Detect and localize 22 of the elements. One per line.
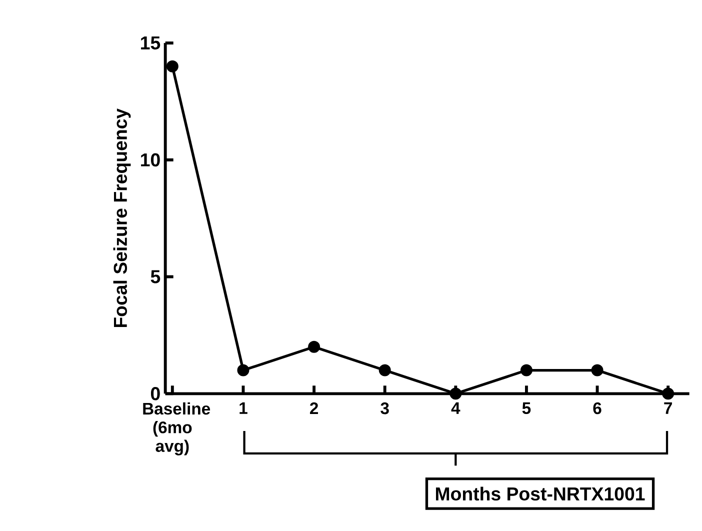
text: Months Post-NRTX1001	[436, 486, 645, 501]
x-tick-label: 3	[380, 402, 389, 414]
point	[450, 388, 462, 400]
x-tick-label: 2	[310, 402, 318, 414]
y-tick-label: 5	[150, 270, 160, 284]
point	[237, 364, 250, 376]
y-tick-label: 15	[141, 36, 160, 50]
point	[308, 340, 320, 353]
point	[378, 364, 391, 376]
x-tick-label: 6	[593, 402, 602, 414]
x-tick-label: 7	[664, 402, 672, 414]
y-axis-title: Focal Seizure Frequency	[113, 108, 131, 328]
x-tick-label: 4	[451, 402, 460, 414]
point	[662, 388, 674, 400]
x-tick-label: 1	[240, 402, 248, 414]
x-tick-label: 5	[522, 402, 531, 414]
point	[520, 364, 532, 376]
y-tick-label: 0	[150, 387, 160, 400]
point	[166, 60, 178, 72]
y-tick-label: 10	[141, 153, 160, 166]
x-tick-label: Baseline (6mo avg)	[143, 402, 210, 456]
point	[591, 364, 604, 376]
